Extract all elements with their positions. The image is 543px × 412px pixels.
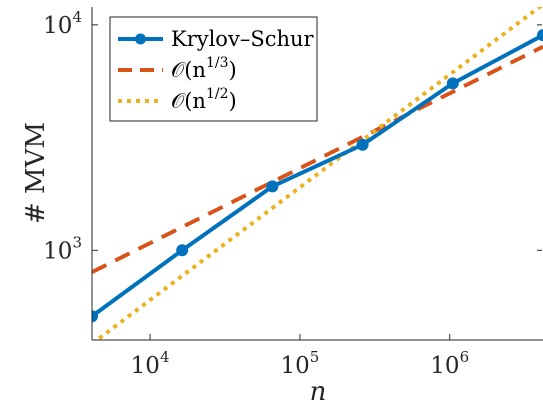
- legend-label-2: 𝒪(n1/2): [171, 86, 237, 113]
- y-tick-label-0: 103: [43, 233, 82, 264]
- legend-label-0: Krylov–Schur: [171, 27, 315, 51]
- legend: Krylov–Schur 𝒪(n1/3) 𝒪(n1/2): [109, 16, 318, 122]
- legend-marker-0: [135, 33, 146, 45]
- x-axis-label: n: [310, 377, 327, 407]
- legend-label-1: 𝒪(n1/3): [171, 55, 237, 82]
- series-0-point-0: [92, 310, 98, 323]
- series-layer: [92, 7, 543, 340]
- y-tick-label-1: 104: [43, 8, 82, 39]
- series-0-point-1: [176, 244, 189, 257]
- series-0-point-2: [266, 180, 279, 193]
- series-0-point-5: [537, 29, 543, 42]
- x-tick-label-0: 104: [131, 348, 170, 379]
- series-line-1: [92, 44, 543, 274]
- axes: [91, 7, 543, 341]
- x-tick-label-1: 105: [280, 348, 319, 379]
- legend-items: Krylov–Schur 𝒪(n1/3) 𝒪(n1/2): [118, 27, 315, 113]
- series-0-point-3: [356, 138, 369, 151]
- series-line-2: [93, 7, 543, 340]
- ticks-layer: 104 105 106 103 104: [43, 8, 542, 379]
- y-axis-label: # MVM: [21, 122, 51, 224]
- series-line-0: [92, 33, 543, 318]
- x-tick-label-2: 106: [430, 348, 469, 379]
- series-0-point-4: [446, 77, 459, 90]
